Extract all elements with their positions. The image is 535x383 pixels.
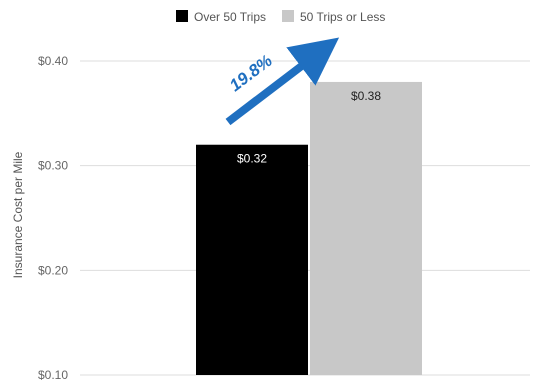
y-tick-label: $0.30 <box>38 159 68 173</box>
legend-label-50-or-less: 50 Trips or Less <box>300 10 385 24</box>
growth-annotation: 19.8% <box>225 37 340 126</box>
y-axis-title: Insurance Cost per Mile <box>11 151 25 278</box>
legend-swatch-over-50 <box>176 10 188 22</box>
growth-arrow-icon <box>225 37 340 126</box>
bar-over-50-trips <box>196 144 308 375</box>
y-axis-ticks: $0.40 $0.30 $0.20 $0.10 <box>38 54 68 382</box>
data-labels: $0.32 $0.38 <box>237 89 381 166</box>
legend: Over 50 Trips 50 Trips or Less <box>176 10 385 24</box>
bars <box>196 81 422 375</box>
legend-label-over-50: Over 50 Trips <box>194 10 266 24</box>
bar-50-trips-or-less <box>310 81 422 375</box>
bar-value-label: $0.38 <box>351 89 381 103</box>
bar-value-label: $0.32 <box>237 152 267 166</box>
legend-swatch-50-or-less <box>282 10 294 22</box>
y-tick-label: $0.20 <box>38 263 68 277</box>
y-tick-label: $0.10 <box>38 368 68 382</box>
y-tick-label: $0.40 <box>38 54 68 68</box>
